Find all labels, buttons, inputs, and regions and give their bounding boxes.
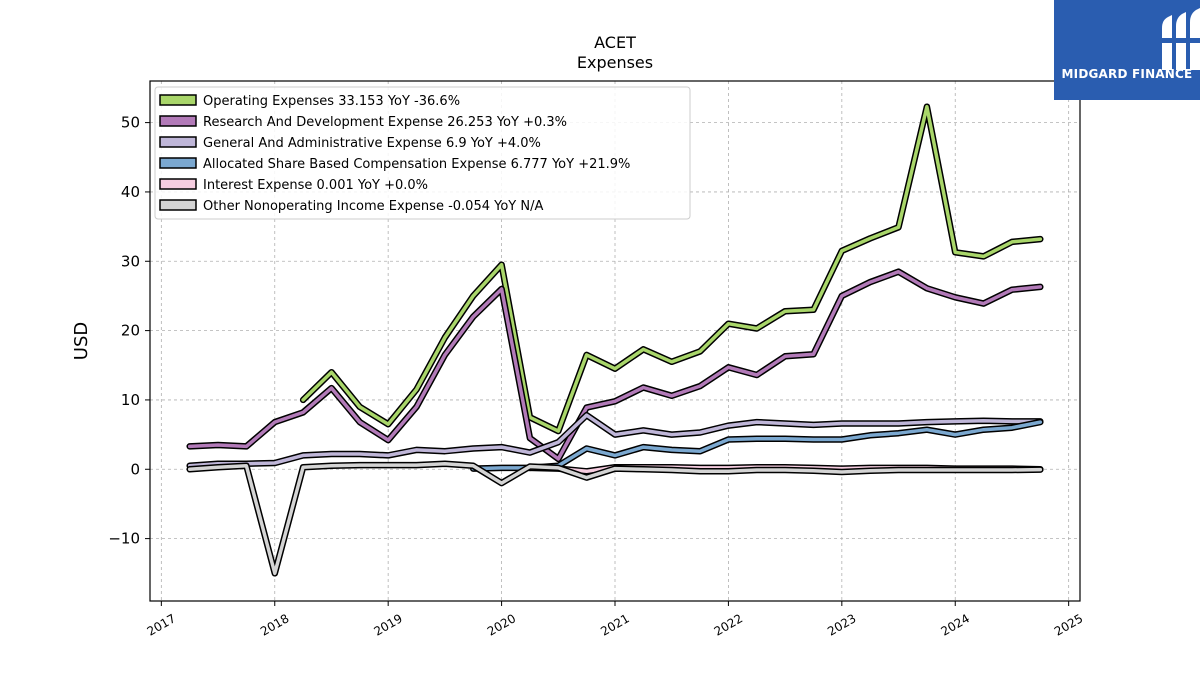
x-tick-label: 2019 (371, 611, 404, 638)
x-tick-label: 2024 (939, 611, 972, 638)
legend-swatch (159, 115, 197, 127)
y-tick-label: 0 (130, 460, 140, 478)
x-axis: 2017 2018 2019 2020 2021 2022 2023 2024 2025 (145, 601, 1085, 639)
legend-entry: Research And Development Expense 26.253 … (203, 115, 567, 130)
brand-name: MIDGARD FINANCE (1061, 67, 1193, 81)
legend-entry: Other Nonoperating Income Expense -0.054… (203, 199, 543, 214)
x-tick-label: 2022 (712, 611, 745, 638)
y-tick-label: 30 (121, 252, 140, 270)
x-tick-label: 2020 (485, 611, 518, 638)
series-lines (186, 103, 1044, 577)
y-tick-label: 40 (121, 183, 140, 201)
legend-swatch (159, 178, 197, 190)
y-axis-label: USD (71, 322, 92, 360)
y-axis: −10 0 10 20 30 40 50 (108, 114, 150, 548)
legend-swatch (159, 199, 197, 211)
legend: Operating Expenses 33.153 YoY -36.6% Rese… (154, 86, 691, 220)
y-tick-label: 20 (121, 322, 140, 340)
y-tick-label: 50 (121, 114, 140, 132)
midgard-finance-logo: MIDGARD FINANCE (1054, 0, 1200, 100)
chart-title: ACET (594, 33, 636, 52)
x-tick-label: 2021 (598, 611, 631, 638)
legend-box (154, 86, 691, 220)
chart-subtitle: Expenses (577, 53, 653, 72)
midgard-logo-icon (1160, 8, 1200, 70)
x-tick-label: 2023 (825, 611, 858, 638)
legend-swatch (159, 157, 197, 169)
x-tick-label: 2025 (1052, 611, 1085, 638)
legend-swatch (159, 136, 197, 148)
legend-swatch (159, 94, 197, 106)
x-tick-label: 2018 (258, 611, 291, 638)
y-tick-label: 10 (121, 391, 140, 409)
x-tick-label: 2017 (145, 611, 178, 638)
legend-entry: Allocated Share Based Compensation Expen… (203, 157, 630, 172)
legend-entry: Interest Expense 0.001 YoY +0.0% (203, 178, 428, 193)
legend-entry: General And Administrative Expense 6.9 Y… (203, 136, 541, 151)
y-tick-label: −10 (108, 530, 140, 548)
legend-entry: Operating Expenses 33.153 YoY -36.6% (203, 94, 460, 109)
